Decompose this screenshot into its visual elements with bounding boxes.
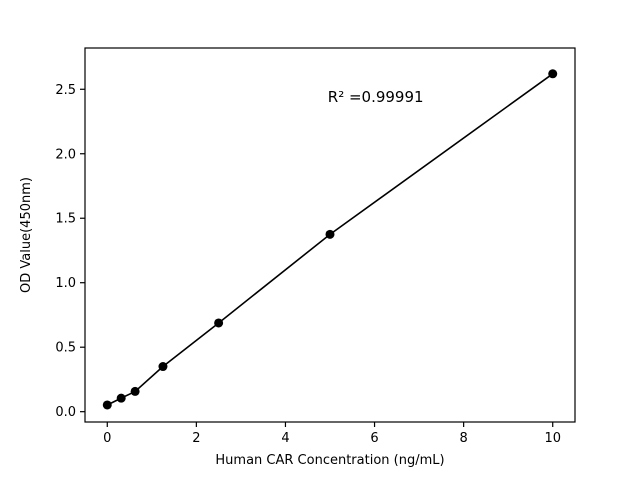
data-point-marker [130,386,140,396]
data-point-marker [158,362,168,372]
r-squared-annotation: R² =0.99991 [328,88,424,106]
x-tick-label: 8 [459,431,467,446]
y-tick-label: 0.0 [55,405,76,420]
data-point-marker [214,318,224,328]
y-axis-label: OD Value(450nm) [19,177,34,293]
x-tick-label: 4 [281,431,289,446]
x-axis-label: Human CAR Concentration (ng/mL) [215,453,444,468]
x-tick-label: 0 [103,431,111,446]
y-tick-label: 1.5 [55,212,76,227]
y-tick-label: 2.5 [55,83,76,98]
y-tick-label: 1.0 [55,276,76,291]
data-point-marker [325,229,335,239]
x-tick-label: 2 [192,431,200,446]
y-tick-label: 2.0 [55,147,76,162]
x-tick-label: 10 [544,431,561,446]
data-point-marker [102,400,112,410]
plot-frame [84,47,576,423]
data-point-marker [548,69,558,79]
x-tick-label: 6 [370,431,378,446]
data-point-marker [116,393,126,403]
y-tick-label: 0.5 [55,341,76,356]
